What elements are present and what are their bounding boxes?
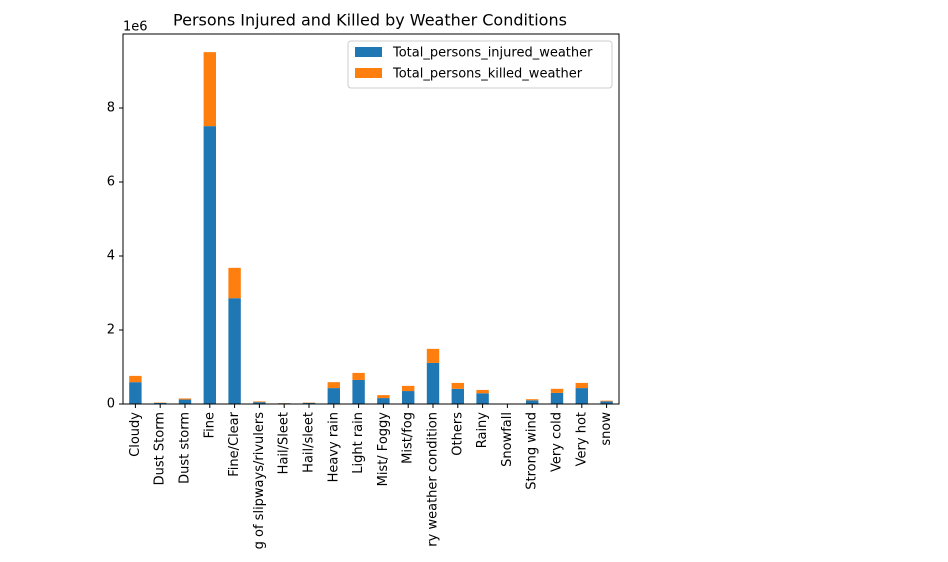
bar-segment <box>228 298 241 404</box>
bar-segment <box>526 400 539 404</box>
legend-swatch <box>355 47 382 57</box>
bar-segment <box>426 362 440 404</box>
bar-segment <box>600 401 613 404</box>
x-tick-label: Heavy rain <box>326 412 341 482</box>
x-tick-label: ry weather condition <box>426 412 441 547</box>
bar-segment <box>228 267 241 299</box>
y-tick-label: 4 <box>107 249 115 264</box>
bar-segment <box>426 348 440 363</box>
bar-segment <box>327 382 340 389</box>
x-tick-label: g of slipways/rivulers <box>252 412 267 550</box>
bar-segment <box>526 399 539 401</box>
x-tick-label: Strong wind <box>525 412 540 490</box>
bar-segment <box>377 395 390 399</box>
x-tick-label: Rainy <box>475 412 490 449</box>
bar-segment <box>402 391 415 404</box>
bar-segment <box>352 379 365 404</box>
x-tick-label: Hail/sleet <box>302 412 317 473</box>
bar-segment <box>600 400 613 402</box>
bar-segment <box>550 392 564 404</box>
bar-segment <box>129 382 142 404</box>
bar-segment <box>550 388 564 393</box>
bar-segment <box>178 398 192 400</box>
y-tick-label: 6 <box>107 175 115 190</box>
bar-segment <box>575 382 588 389</box>
x-tick-label: Fine <box>202 412 217 438</box>
x-tick-label: Snowfall <box>500 412 515 467</box>
bar-segment <box>377 398 390 404</box>
bar-segment <box>451 388 464 404</box>
bar-segment <box>575 388 588 404</box>
x-tick-label: Mist/fog <box>401 412 416 464</box>
bar-segment <box>476 393 489 404</box>
x-tick-label: Hail/Sleet <box>277 412 292 474</box>
bar-segment <box>352 372 365 380</box>
x-tick-label: Others <box>450 412 465 456</box>
legend-label: Total_persons_killed_weather <box>392 67 583 82</box>
x-tick-label: snow <box>599 412 614 446</box>
x-tick-label: Cloudy <box>128 412 143 457</box>
bar-segment <box>402 385 415 392</box>
bar-segment <box>302 402 316 404</box>
bar-segment <box>451 382 464 389</box>
chart-title: Persons Injured and Killed by Weather Co… <box>173 11 567 30</box>
legend: Total_persons_injured_weather Total_perso… <box>347 40 613 89</box>
y-tick-label: 2 <box>107 323 115 338</box>
legend-label: Total_persons_injured_weather <box>392 46 593 61</box>
bar-segment <box>154 402 167 404</box>
y-offset-label: 1e6 <box>123 20 148 35</box>
x-tick-label: Fine/Clear <box>227 411 242 476</box>
x-tick-label: Dust Storm <box>153 412 168 485</box>
x-tick-label: Very hot <box>574 412 589 466</box>
bar-segment <box>129 375 142 383</box>
x-tick-label: Dust storm <box>178 412 193 484</box>
legend-box <box>347 40 613 89</box>
x-tick-label: Mist/ Foggy <box>376 412 391 487</box>
bar-segment <box>203 52 216 127</box>
bar-segment <box>178 399 192 404</box>
plot-frame <box>122 33 620 405</box>
bar-segment <box>253 402 266 404</box>
bar-segment <box>253 401 266 403</box>
x-tick-label: Light rain <box>351 412 366 474</box>
bar-segment <box>203 126 216 404</box>
y-tick-label: 0 <box>107 397 115 412</box>
y-tick-label: 8 <box>107 101 115 116</box>
legend-swatch <box>355 68 382 78</box>
x-tick-label: Very cold <box>550 412 565 472</box>
bar-segment <box>476 389 489 394</box>
bar-segment <box>327 388 340 404</box>
